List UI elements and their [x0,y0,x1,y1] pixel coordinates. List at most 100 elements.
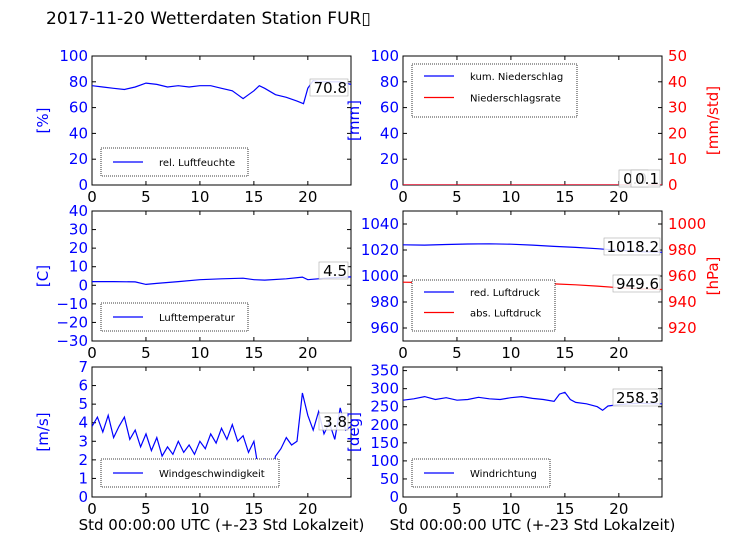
x-tick-label: 0 [87,344,97,362]
y-tick-label: 1000 [361,267,399,285]
y-axis-label-right: [hPa] [704,257,722,296]
y-axis-label: [mm] [345,100,363,141]
y-tick-label: 20 [69,150,88,168]
y-tick-label: 250 [370,398,399,416]
x-tick-label: 15 [244,188,263,206]
x-tick-label: 5 [141,344,151,362]
figure-title: 2017-11-20 Wetterdaten Station FUR▯ [46,9,371,29]
x-tick-label: 5 [452,188,462,206]
y-tick-label: −20 [56,313,88,331]
y-axis-label: [%] [34,108,52,134]
x-tick-label: 0 [87,500,97,518]
y-tick-label: 0 [78,488,88,506]
y-tick-label: 960 [370,319,399,337]
y-tick-label-right: 920 [668,319,697,337]
x-tick-label: 20 [298,344,317,362]
value-annotation-box [603,237,661,256]
y-tick-label: 40 [69,202,88,220]
legend-label: rel. Luftfeuchte [159,158,235,169]
value-annotation-box [318,261,349,280]
legend-box [411,63,578,118]
y-tick-label-right: 960 [668,267,697,285]
series-line-rel-luftfeuchte [92,79,351,105]
y-tick-label-right: 40 [668,73,687,91]
x-tick-label: 5 [141,500,151,518]
y-tick-label: 40 [69,124,88,142]
y-axis-label: [m/s] [34,412,52,451]
series-line-lufttemperatur [92,276,351,286]
y-tick-label: 0 [78,176,88,194]
y-tick-label-right: 1000 [668,215,706,233]
x-tick-label: 5 [452,500,462,518]
y-tick-label: 3 [78,432,88,450]
legend-label: Windrichtung [470,469,537,480]
x-tick-label: 20 [609,500,628,518]
x-tick-label: 10 [501,188,520,206]
y-axis-label: [C] [34,265,52,287]
legend-label: kum. Niederschlag [470,72,563,83]
value-annotation-box [318,412,349,431]
y-tick-label: 350 [370,362,399,380]
y-tick-label-right: 10 [668,150,687,168]
x-axis-label: Std 00:00:00 UTC (+-23 Std Lokalzeit) [79,516,365,534]
y-tick-label: 2 [78,451,88,469]
y-axis-label: [deg] [345,412,363,452]
y-tick-label: 30 [69,221,88,239]
y-tick-label: 50 [380,470,399,488]
y-tick-label: 0 [389,176,399,194]
y-tick-label: 80 [69,73,88,91]
y-tick-label: 10 [69,258,88,276]
y-tick-label: 1020 [361,241,399,259]
x-tick-label: 10 [190,188,209,206]
y-tick-label: −30 [56,332,88,350]
y-tick-label: 100 [59,47,88,65]
x-tick-label: 15 [555,344,574,362]
value-annotation: 4.5 [323,262,347,280]
y-tick-label: 4 [78,414,88,432]
x-tick-label: 10 [190,500,209,518]
series-line-windgeschwindigkeit [92,392,351,481]
value-annotation-box [612,388,661,407]
y-tick-label: 60 [380,99,399,117]
x-tick-label: 0 [398,500,408,518]
y-tick-label: 20 [380,150,399,168]
y-tick-label-right: 0 [668,176,678,194]
y-tick-label: 150 [370,434,399,452]
y-axis-label-right: [mm/std] [704,86,722,155]
x-tick-label: 10 [501,500,520,518]
y-tick-label: 980 [370,293,399,311]
x-tick-label: 15 [244,500,263,518]
y-tick-label: 5 [78,395,88,413]
y-tick-label-right: 20 [668,124,687,142]
y-tick-label: 200 [370,416,399,434]
legend-label: Niederschlagsrate [470,94,561,105]
y-tick-label: 100 [370,47,399,65]
y-tick-label-right: 940 [668,293,697,311]
y-tick-label: 1040 [361,215,399,233]
x-tick-label: 10 [190,344,209,362]
x-tick-label: 10 [501,344,520,362]
legend-label: abs. Luftdruck [470,309,541,320]
x-tick-label: 5 [452,344,462,362]
y-tick-label: 300 [370,380,399,398]
x-tick-label: 0 [398,188,408,206]
x-tick-label: 20 [609,344,628,362]
y-tick-label: 100 [370,452,399,470]
legend-label: Windgeschwindigkeit [159,469,265,480]
y-tick-label: 1 [78,469,88,487]
y-tick-label-right: 30 [668,99,687,117]
y-tick-label: 40 [380,124,399,142]
y-tick-label-right: 50 [668,47,687,65]
value-annotation-box [309,78,349,97]
value-annotation: 0.1 [635,170,659,188]
x-axis-label: Std 00:00:00 UTC (+-23 Std Lokalzeit) [390,516,676,534]
x-tick-label: 5 [141,188,151,206]
x-tick-label: 20 [298,500,317,518]
y-tick-label: 60 [69,99,88,117]
y-tick-label: 80 [380,73,399,91]
legend-label: red. Luftdruck [470,288,540,299]
value-annotation: 949.6 [616,275,659,293]
x-tick-label: 15 [244,344,263,362]
y-tick-label: −10 [56,295,88,313]
